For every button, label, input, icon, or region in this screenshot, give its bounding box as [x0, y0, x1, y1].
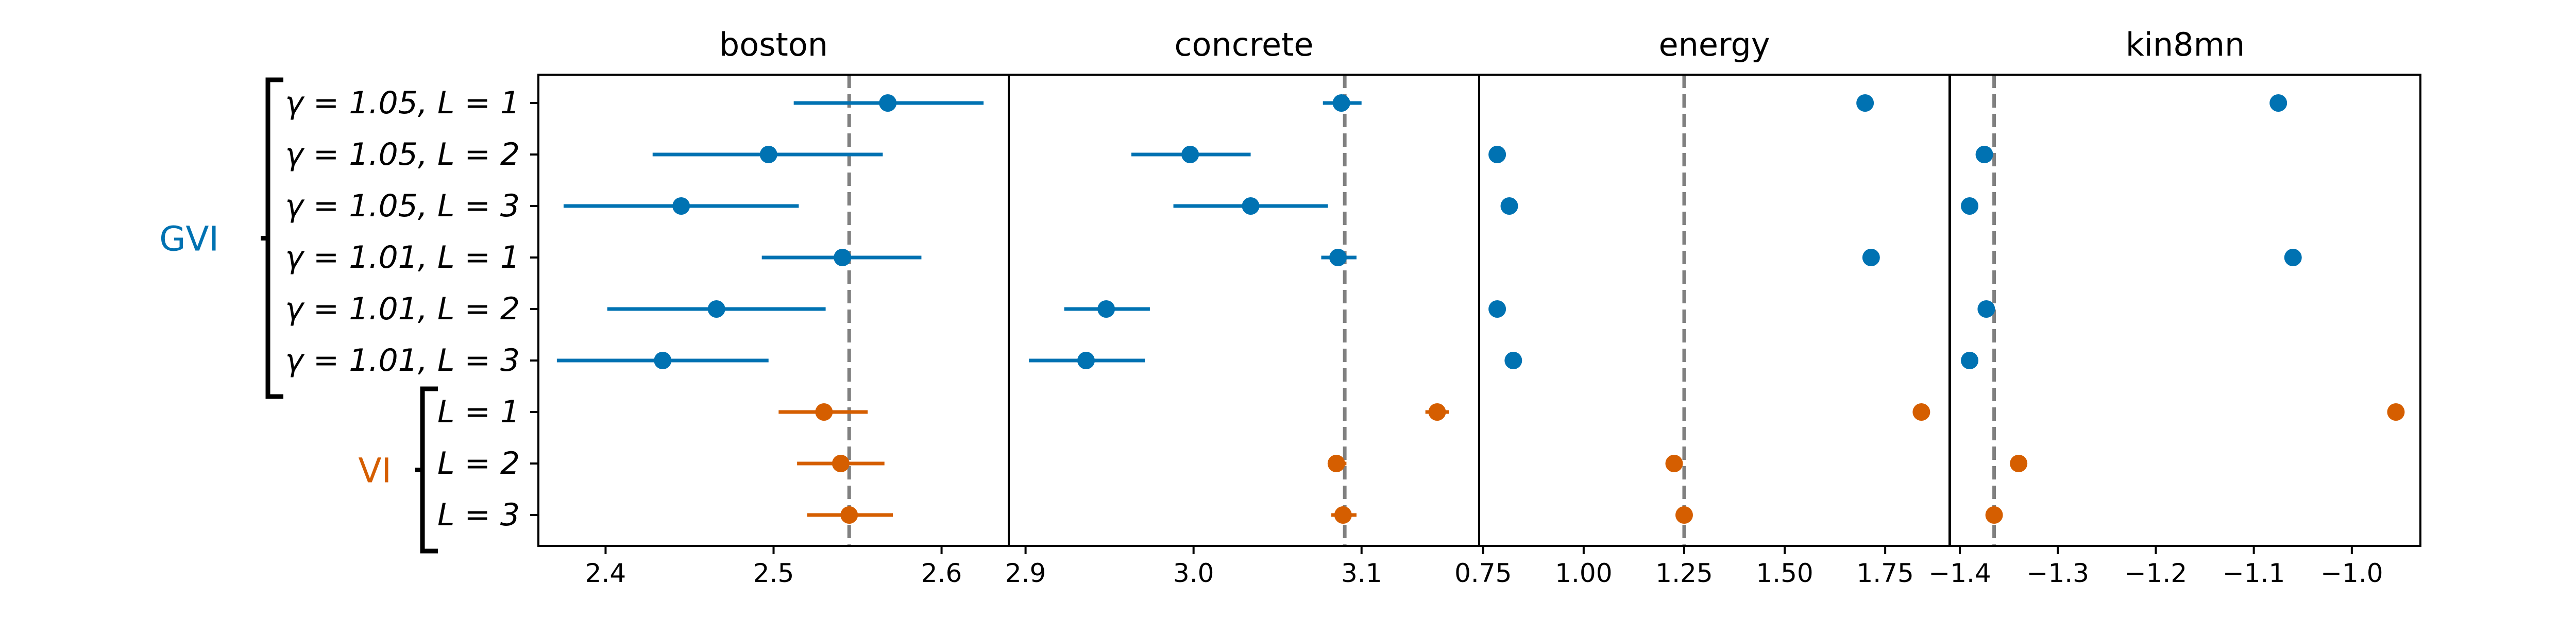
group-brackets: GVI VI — [159, 77, 438, 554]
data-point — [2387, 403, 2405, 421]
data-point — [2269, 94, 2287, 112]
data-point — [654, 352, 672, 369]
row-label: L = 2 — [437, 445, 520, 482]
data-point — [879, 94, 897, 112]
x-tick-label: 0.75 — [1454, 558, 1512, 588]
x-tick-label: 1.00 — [1555, 558, 1612, 588]
data-point — [1242, 197, 1260, 215]
bracket-VI: VI — [358, 386, 438, 554]
row-label: L = 1 — [437, 394, 520, 430]
row-labels: γ = 1.05, L = 1 γ = 1.05, L = 2 γ = 1.05, … — [285, 85, 538, 533]
data-point — [834, 249, 852, 266]
row-label: γ = 1.01, L = 1 — [285, 239, 520, 276]
x-tick-label: 2.5 — [753, 558, 794, 588]
data-point — [1077, 352, 1095, 369]
bracket-line — [420, 386, 438, 554]
row-label: γ = 1.01, L = 2 — [285, 291, 520, 327]
panel-title: boston — [719, 26, 828, 63]
x-tick-label: −1.2 — [2125, 558, 2187, 588]
data-point — [1985, 506, 2003, 524]
panel-title: concrete — [1174, 26, 1313, 63]
data-point — [1975, 146, 1993, 163]
data-point — [2010, 455, 2028, 472]
data-point — [1327, 455, 1345, 472]
data-point — [1488, 300, 1506, 318]
data-point — [1977, 300, 1995, 318]
bracket-GVI: GVI — [159, 77, 283, 399]
data-point — [1332, 94, 1350, 112]
x-tick-label: 1.25 — [1655, 558, 1713, 588]
data-point — [832, 455, 850, 472]
data-point — [672, 197, 690, 215]
data-point — [1856, 94, 1874, 112]
panel-energy: energy 0.75 1.00 1.25 1.50 1.75 — [1454, 26, 1951, 588]
axes-frame — [1478, 74, 1951, 547]
data-point — [1912, 403, 1930, 421]
panel-title: energy — [1658, 26, 1770, 63]
panels: boston 2.4 2.5 2.6 concrete 2.9 3.0 3.1 energy 0.… — [537, 26, 2421, 588]
x-tick-label: 1.50 — [1756, 558, 1813, 588]
data-point — [1500, 197, 1518, 215]
data-point — [1428, 403, 1446, 421]
x-tick-label: 2.9 — [1005, 558, 1046, 588]
data-point — [759, 146, 777, 163]
data-point — [1504, 352, 1522, 369]
x-tick-label: 2.4 — [585, 558, 626, 588]
axes-frame — [1949, 74, 2421, 547]
panel-title: kin8mn — [2126, 26, 2245, 63]
x-tick-label: 3.0 — [1173, 558, 1214, 588]
x-tick-label: −1.1 — [2223, 558, 2285, 588]
data-point — [707, 300, 725, 318]
data-point — [1961, 197, 1979, 215]
row-label: γ = 1.05, L = 3 — [285, 188, 520, 224]
data-point — [1862, 249, 1880, 266]
row-label: L = 3 — [437, 497, 520, 533]
x-tick-label: 2.6 — [921, 558, 962, 588]
bracket-line — [265, 77, 283, 399]
row-label: γ = 1.05, L = 1 — [285, 85, 520, 121]
data-point — [1181, 146, 1199, 163]
data-point — [2284, 249, 2302, 266]
x-tick-label: −1.0 — [2320, 558, 2383, 588]
data-point — [1329, 249, 1347, 266]
x-tick-label: −1.3 — [2027, 558, 2089, 588]
data-point — [840, 506, 858, 524]
data-point — [1097, 300, 1115, 318]
x-tick-label: 3.1 — [1341, 558, 1382, 588]
row-label: γ = 1.01, L = 3 — [285, 342, 520, 379]
data-point — [1334, 506, 1352, 524]
data-point — [1675, 506, 1693, 524]
panel-kin8mn: kin8mn −1.4 −1.3 −1.2 −1.1 −1.0 — [1928, 26, 2421, 588]
data-point — [1665, 455, 1683, 472]
row-label: γ = 1.05, L = 2 — [285, 136, 520, 173]
group-label: VI — [358, 451, 392, 491]
data-point — [1961, 352, 1979, 369]
group-label: GVI — [159, 219, 219, 259]
x-tick-label: 1.75 — [1856, 558, 1913, 588]
data-point — [815, 403, 833, 421]
panel-boston: boston 2.4 2.5 2.6 — [537, 26, 1010, 588]
x-tick-label: −1.4 — [1928, 558, 1991, 588]
panel-concrete: concrete 2.9 3.0 3.1 — [1005, 26, 1480, 588]
data-point — [1488, 146, 1506, 163]
